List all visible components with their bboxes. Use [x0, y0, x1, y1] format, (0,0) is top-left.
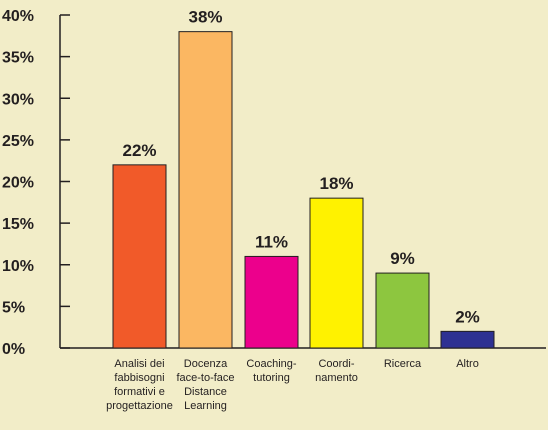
y-tick-label: 40% — [2, 8, 34, 25]
y-tick-label: 30% — [2, 91, 34, 108]
category-label: Coordi-namento — [315, 358, 358, 384]
x-category-labels: Analisi dei fabbisogni formativi e progetta… — [106, 358, 479, 412]
chart-bars — [112, 31, 495, 349]
category-label: Docenza face-to-face Distance Learning — [176, 358, 234, 412]
y-tick-label: 10% — [2, 258, 34, 275]
bar — [440, 330, 495, 349]
data-label: 38% — [188, 8, 222, 27]
y-tick-labels: 0% 5% 10% 15% 20% 25% 30% 35% 40% — [2, 8, 34, 358]
bar — [375, 272, 430, 349]
data-label: 9% — [390, 249, 415, 268]
bar — [112, 164, 167, 349]
category-label: Altro — [456, 358, 479, 370]
y-tick-label: 20% — [2, 175, 34, 192]
y-tick-label: 5% — [2, 299, 25, 316]
y-tick-label: 35% — [2, 50, 34, 67]
y-tick-label: 0% — [2, 341, 25, 358]
bar — [178, 31, 233, 349]
data-label: 22% — [122, 141, 156, 160]
data-label: 2% — [455, 307, 480, 326]
category-label: Coaching-tutoring — [246, 358, 296, 384]
data-label: 11% — [255, 232, 288, 251]
y-tick-label: 25% — [2, 133, 34, 150]
data-label: 18% — [319, 174, 353, 193]
bar — [244, 255, 299, 349]
category-label: Ricerca — [384, 358, 422, 370]
bar — [309, 197, 364, 349]
data-labels: 22% 38% 11% 18% 9% 2% — [122, 8, 479, 327]
y-tick-label: 15% — [2, 216, 34, 233]
category-label: Analisi dei fabbisogni formativi e progetta… — [106, 358, 173, 412]
